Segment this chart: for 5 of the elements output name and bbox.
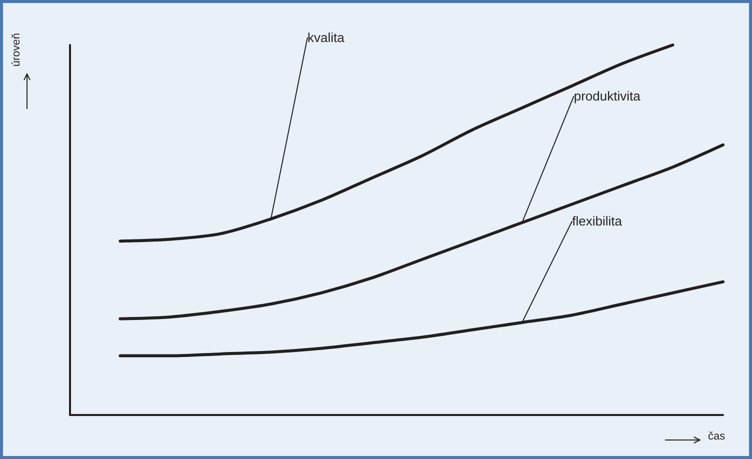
- text: kvalita: [307, 30, 346, 45]
- y-axis-title: úroveň: [10, 32, 22, 67]
- text: produktivita: [574, 88, 642, 104]
- x-axis-title: čas: [708, 430, 726, 442]
- text: flexibilita: [572, 214, 623, 228]
